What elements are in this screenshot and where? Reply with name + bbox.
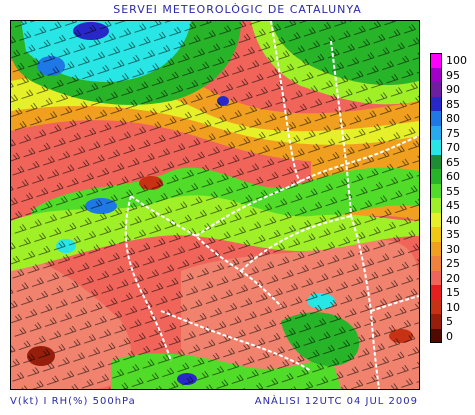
- legend-item: 10: [430, 299, 475, 314]
- legend-item: 40: [430, 212, 475, 227]
- legend-item: 20: [430, 270, 475, 285]
- legend-label: 65: [446, 155, 460, 169]
- legend-label: 80: [446, 112, 460, 125]
- legend-swatch: [430, 125, 442, 140]
- legend-swatch: [430, 227, 442, 242]
- legend-item: 70: [430, 140, 475, 155]
- legend-swatch: [430, 53, 442, 68]
- legend-swatch: [430, 328, 442, 343]
- legend-item: 5: [430, 314, 475, 329]
- analysis-time: ANÀLISI 12UTC 04 JUL 2009: [254, 396, 418, 407]
- legend-label: 60: [446, 170, 460, 183]
- wind-barbs: [11, 21, 419, 389]
- legend-item: 95: [430, 67, 475, 82]
- legend-label: 90: [446, 83, 460, 96]
- legend-label: 10: [446, 300, 460, 314]
- legend-label: 35: [446, 228, 460, 241]
- legend-label: 45: [446, 199, 460, 212]
- map-variables: V(kt) I RH(%) 500hPa: [10, 396, 136, 407]
- legend-swatch: [430, 169, 442, 184]
- legend-swatch: [430, 285, 442, 300]
- legend-swatch: [430, 111, 442, 126]
- legend-swatch: [430, 314, 442, 329]
- legend-item: 90: [430, 82, 475, 97]
- legend-label: 40: [446, 213, 460, 227]
- legend-label: 55: [446, 184, 460, 198]
- legend-item: 35: [430, 227, 475, 242]
- legend-swatch: [430, 82, 442, 97]
- humidity-legend: 100 95 90 85 80 75 70 65 60 55 45 40 35 …: [430, 53, 475, 343]
- country-borders: [124, 21, 419, 389]
- legend-swatch: [430, 212, 442, 227]
- legend-label: 95: [446, 68, 460, 82]
- legend-swatch: [430, 183, 442, 198]
- legend-item: 15: [430, 285, 475, 300]
- legend-item: 85: [430, 96, 475, 111]
- legend-label: 100: [446, 54, 467, 67]
- legend-item: 65: [430, 154, 475, 169]
- legend-swatch: [430, 67, 442, 82]
- legend-item: 75: [430, 125, 475, 140]
- legend-label: 30: [446, 242, 460, 256]
- legend-item: 80: [430, 111, 475, 126]
- legend-swatch: [430, 256, 442, 271]
- legend-item: 25: [430, 256, 475, 271]
- legend-item: 55: [430, 183, 475, 198]
- legend-swatch: [430, 96, 442, 111]
- legend-swatch: [430, 140, 442, 155]
- legend-label: 5: [446, 315, 453, 328]
- weather-map: [10, 20, 420, 390]
- legend-label: 15: [446, 286, 460, 299]
- legend-label: 20: [446, 271, 460, 285]
- legend-swatch: [430, 270, 442, 285]
- legend-swatch: [430, 299, 442, 314]
- legend-label: 25: [446, 257, 460, 270]
- legend-item: 0: [430, 328, 475, 343]
- legend-item: 60: [430, 169, 475, 184]
- legend-swatch: [430, 154, 442, 169]
- legend-label: 85: [446, 97, 460, 111]
- page-title: SERVEI METEOROLÒGIC DE CATALUNYA: [113, 3, 362, 16]
- legend-swatch: [430, 198, 442, 213]
- legend-item: 45: [430, 198, 475, 213]
- legend-label: 75: [446, 126, 460, 140]
- legend-item: 100: [430, 53, 475, 68]
- legend-item: 30: [430, 241, 475, 256]
- legend-label: 70: [446, 141, 460, 154]
- legend-swatch: [430, 241, 442, 256]
- legend-label: 0: [446, 329, 453, 343]
